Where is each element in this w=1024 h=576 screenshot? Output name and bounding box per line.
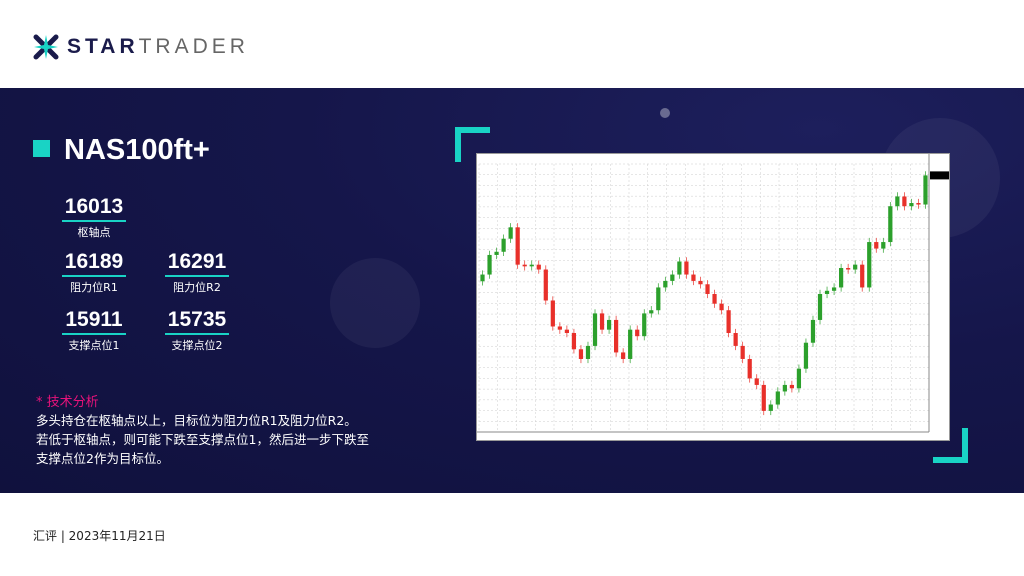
candle-body xyxy=(691,274,696,281)
logo-text-trader: TRADER xyxy=(138,35,249,58)
footer-date: 汇评 | 2023年11月21日 xyxy=(33,529,166,543)
s2-level: 15735 支撑点位2 xyxy=(157,308,237,353)
s1-level: 15911 支撑点位1 xyxy=(54,308,134,353)
candle-body xyxy=(642,313,647,337)
candle-body xyxy=(585,345,591,359)
candle-body xyxy=(867,242,872,288)
candle-body xyxy=(606,319,612,330)
candle-body xyxy=(817,293,823,320)
r1-value: 16189 xyxy=(61,250,127,277)
candle-body xyxy=(740,345,745,359)
price-chart xyxy=(476,153,950,441)
candle-body xyxy=(789,384,794,389)
candle-body xyxy=(670,274,675,281)
candle-body xyxy=(803,342,809,369)
candle-body xyxy=(515,227,520,265)
candle-body xyxy=(782,384,787,392)
bracket-top-left xyxy=(455,127,490,162)
candle-body xyxy=(705,284,710,294)
candle-body xyxy=(902,196,907,207)
candle-body xyxy=(824,290,830,294)
r2-label: 阻力位R2 xyxy=(173,281,221,294)
candle-body xyxy=(564,329,569,334)
candle-body xyxy=(677,261,682,275)
s2-value: 15735 xyxy=(164,308,230,335)
logo: STARTRADER xyxy=(33,34,249,60)
candle-body xyxy=(831,287,837,291)
candle-body xyxy=(909,203,914,207)
logo-text-star: STAR xyxy=(67,35,139,58)
candle-body xyxy=(810,319,816,343)
candle-body xyxy=(733,333,738,346)
candle-body xyxy=(853,264,858,270)
r1-level: 16189 阻力位R1 xyxy=(54,250,134,295)
candle-body xyxy=(881,242,886,249)
candle-body xyxy=(684,261,689,275)
candle-body xyxy=(656,287,661,311)
pivot-label: 枢轴点 xyxy=(77,226,111,239)
s1-value: 15911 xyxy=(62,308,126,335)
candle-body xyxy=(775,391,780,405)
analysis-body: 多头持仓在枢轴点以上，目标位为阻力位R1及阻力位R2。 若低于枢轴点，则可能下跌… xyxy=(36,411,416,468)
title-marker xyxy=(33,140,50,157)
candle-body xyxy=(508,227,513,239)
candle-body xyxy=(578,349,584,359)
candle-body xyxy=(599,313,605,330)
candle-body xyxy=(522,264,527,267)
r2-value: 16291 xyxy=(164,250,230,277)
candle-body xyxy=(649,310,654,314)
candle-body xyxy=(761,384,766,411)
header: STARTRADER xyxy=(0,0,1024,88)
candle-body xyxy=(698,280,703,285)
candle-body xyxy=(719,303,724,311)
candle-body xyxy=(874,242,879,249)
candle-body xyxy=(571,333,577,350)
bracket-bottom-right xyxy=(933,428,968,463)
candle-body xyxy=(494,251,499,255)
candle-body xyxy=(635,329,640,337)
candle-body xyxy=(480,274,485,282)
candle-body xyxy=(501,238,506,252)
candle-body xyxy=(614,319,619,353)
pivot-level: 16013 枢轴点 xyxy=(54,195,134,240)
analysis-line: 多头持仓在枢轴点以上，目标位为阻力位R1及阻力位R2。 xyxy=(36,413,357,428)
candle-body xyxy=(888,206,893,243)
candle-body xyxy=(592,313,598,346)
candle-body xyxy=(663,280,668,288)
candle-body xyxy=(754,378,759,385)
candle-body xyxy=(628,329,633,359)
candle-body xyxy=(846,268,851,270)
r1-label: 阻力位R1 xyxy=(70,281,118,294)
candle-body xyxy=(839,268,844,288)
candle-body xyxy=(712,293,717,304)
candle-body xyxy=(895,196,900,207)
candle-body xyxy=(550,300,555,327)
analysis-heading: * 技术分析 xyxy=(36,395,99,410)
s2-label: 支撑点位2 xyxy=(171,339,223,352)
pivot-value: 16013 xyxy=(61,195,127,222)
candle-body xyxy=(557,326,562,330)
analysis-line: 若低于枢轴点，则可能下跌至支撑点位1，然后进一步下跌至 xyxy=(36,432,369,447)
candle-body xyxy=(768,404,773,411)
r2-level: 16291 阻力位R2 xyxy=(157,250,237,295)
candle-body xyxy=(726,310,731,334)
candle-body xyxy=(860,264,865,288)
candle-body xyxy=(529,264,534,267)
candlestick-chart xyxy=(477,154,949,433)
last-price-marker xyxy=(930,171,949,180)
analysis-line: 支撑点位2作为目标位。 xyxy=(36,451,169,466)
s1-label: 支撑点位1 xyxy=(68,339,120,352)
candle-body xyxy=(487,254,492,275)
candle-body xyxy=(796,368,802,389)
candle-body xyxy=(621,352,626,359)
candle-body xyxy=(543,269,548,301)
candle-body xyxy=(923,175,928,205)
instrument-title: NAS100ft+ xyxy=(64,134,210,166)
candle-body xyxy=(916,203,921,205)
candle-body xyxy=(536,264,541,270)
star-logo-icon xyxy=(33,34,59,60)
candle-body xyxy=(747,358,752,379)
